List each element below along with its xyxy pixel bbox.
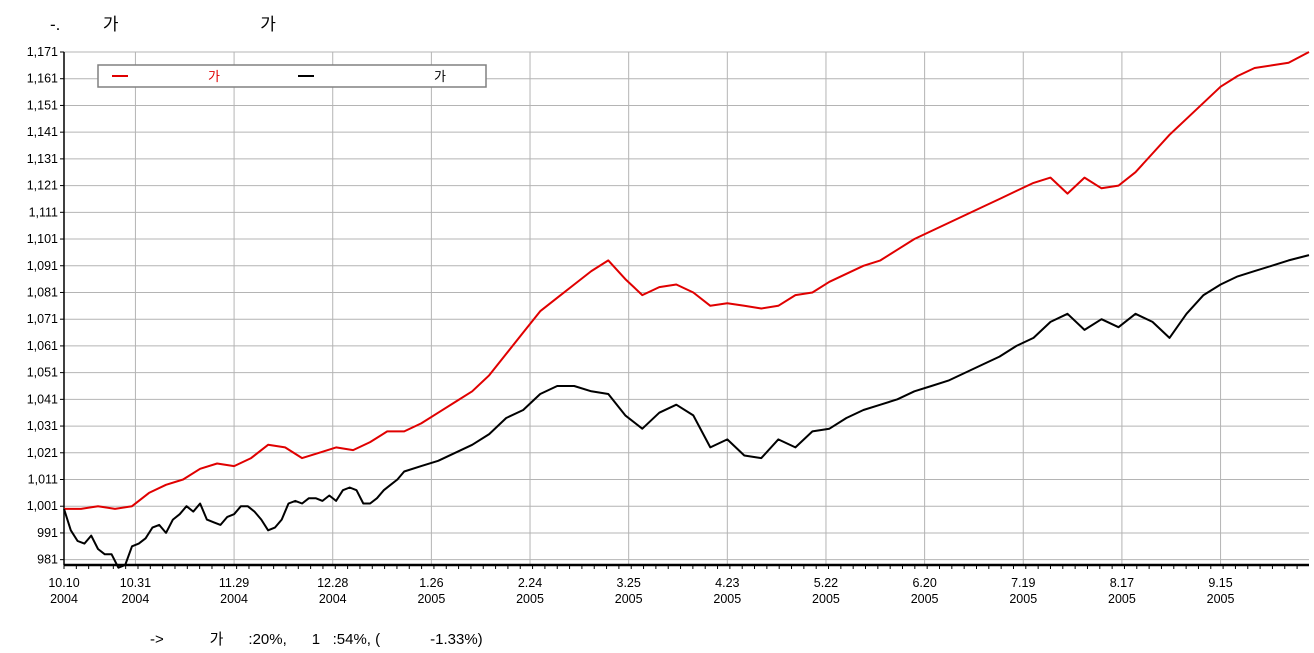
y-tick-label: 1,161 — [27, 72, 58, 86]
x-tick-year: 2005 — [1108, 592, 1136, 606]
series-line-0 — [64, 51, 1310, 510]
y-tick-label: 1,101 — [27, 232, 58, 246]
grid — [63, 51, 1309, 565]
y-tick-label: 1,041 — [27, 392, 58, 406]
y-tick-label: 1,001 — [27, 499, 58, 513]
y-tick-label: 1,081 — [27, 285, 58, 299]
y-tick-label: 1,151 — [27, 98, 58, 112]
x-tick-label: 1.26 — [419, 576, 443, 590]
y-tick-label: 1,051 — [27, 366, 58, 380]
x-tick-year: 2005 — [1207, 592, 1235, 606]
x-tick-year: 2005 — [713, 592, 741, 606]
x-tick-label: 10.31 — [120, 576, 151, 590]
x-tick-label: 3.25 — [617, 576, 641, 590]
x-tick-label: 2.24 — [518, 576, 542, 590]
x-tick-year: 2004 — [122, 592, 150, 606]
series-layer — [63, 51, 1310, 569]
x-tick-year: 2005 — [911, 592, 939, 606]
footnote: -> 가 :20%, 1 :54%, ( -1.33%) — [150, 631, 483, 648]
y-tick-label: 1,071 — [27, 312, 58, 326]
chart-title: -. 가 가 — [50, 15, 276, 34]
y-tick-label: 1,131 — [27, 152, 58, 166]
y-tick-label: 1,091 — [27, 259, 58, 273]
y-tick-label: 1,111 — [29, 205, 58, 219]
x-tick-label: 12.28 — [317, 576, 348, 590]
y-tick-label: 1,031 — [27, 419, 58, 433]
x-tick-label: 7.19 — [1011, 576, 1035, 590]
x-tick-year: 2005 — [1009, 592, 1037, 606]
legend-box — [97, 64, 487, 88]
x-tick-label: 4.23 — [715, 576, 739, 590]
x-tick-year: 2004 — [319, 592, 347, 606]
x-tick-label: 6.20 — [912, 576, 936, 590]
y-axis: 1,171 1,161 1,151 1,141 1,131 1,121 1,111 1,101… — [27, 45, 64, 567]
y-tick-label: 1,171 — [27, 45, 58, 59]
x-tick-label: 8.17 — [1110, 576, 1134, 590]
x-axis: 10.10 2004 10.31 2004 11.29 2004 12.28 2004 1.26… — [48, 565, 1298, 606]
x-tick-year: 2005 — [615, 592, 643, 606]
x-tick-label: 5.22 — [814, 576, 838, 590]
x-tick-label: 10.10 — [48, 576, 79, 590]
x-tick-year: 2004 — [50, 592, 78, 606]
legend-label-red: 가 — [208, 69, 220, 84]
y-tick-label: 1,121 — [27, 179, 58, 193]
legend: 가 가 — [97, 64, 487, 88]
y-tick-label: 991 — [37, 526, 58, 540]
y-tick-label: 1,141 — [27, 125, 58, 139]
y-tick-label: 1,061 — [27, 339, 58, 353]
x-tick-year: 2005 — [417, 592, 445, 606]
x-tick-label: 9.15 — [1208, 576, 1232, 590]
x-tick-year: 2005 — [812, 592, 840, 606]
y-tick-label: 981 — [37, 553, 58, 567]
series-line-1 — [63, 254, 1310, 569]
y-tick-label: 1,011 — [28, 473, 58, 487]
x-tick-year: 2005 — [516, 592, 544, 606]
legend-label-black: 가 — [434, 69, 446, 84]
x-tick-year: 2004 — [220, 592, 248, 606]
x-tick-label: 11.29 — [219, 576, 249, 590]
y-tick-label: 1,021 — [27, 446, 58, 460]
